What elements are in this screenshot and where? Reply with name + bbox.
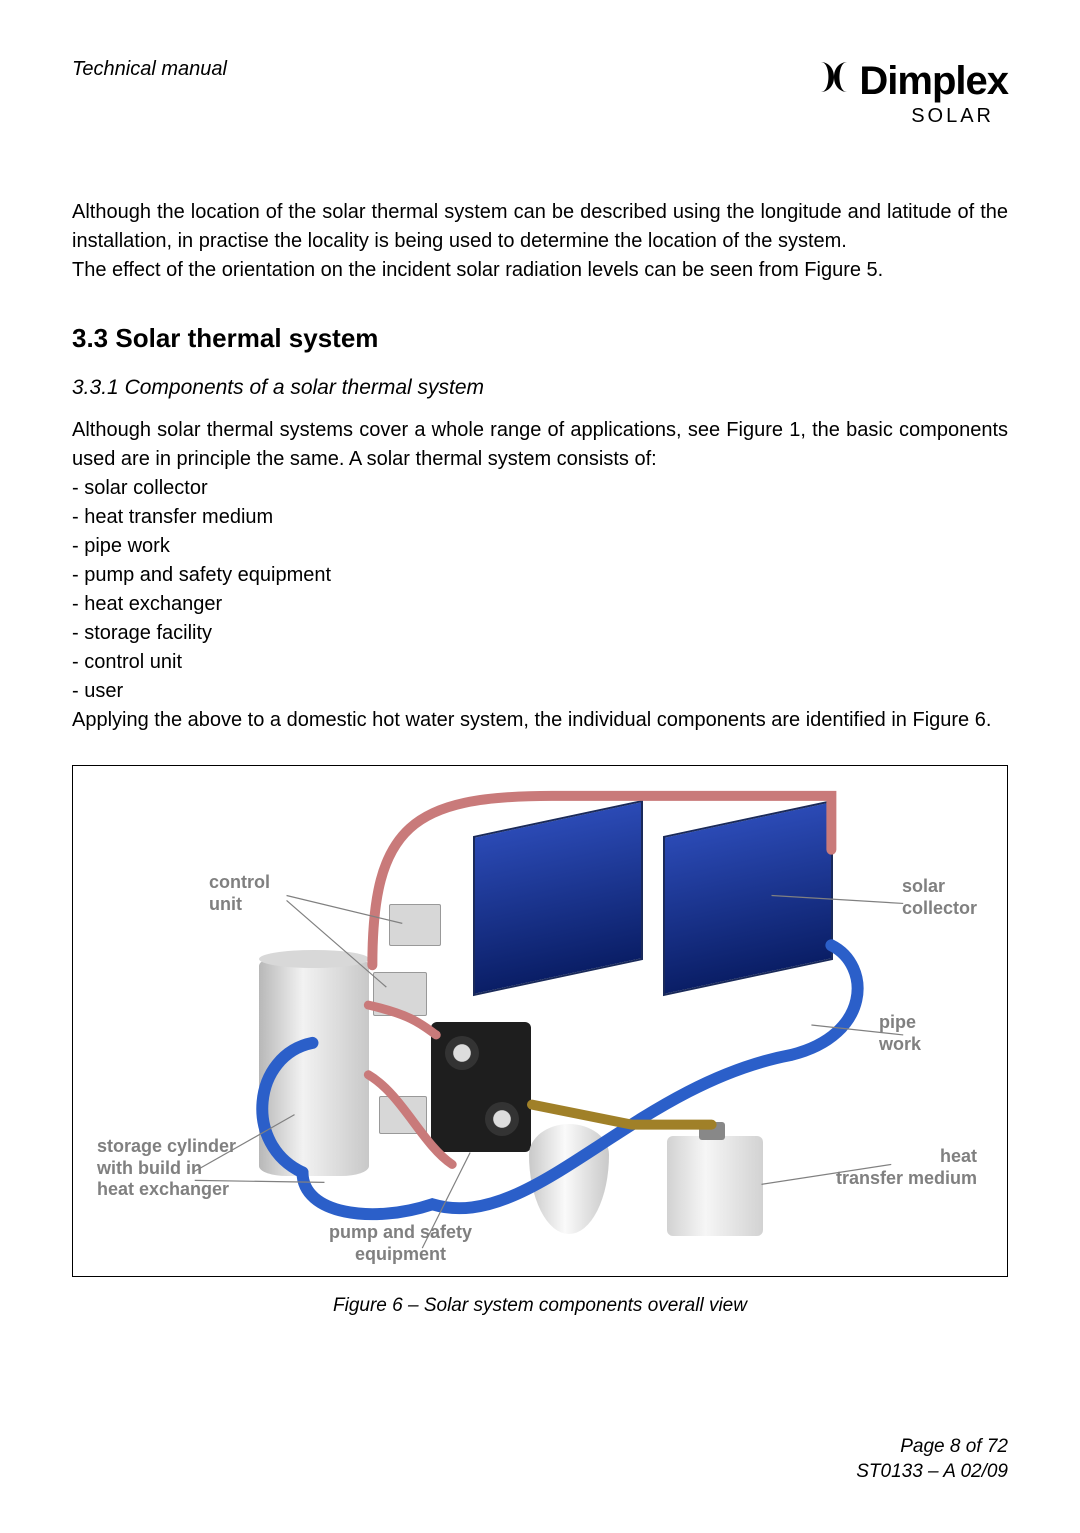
figure-label-heat-transfer: heat transfer medium: [836, 1146, 977, 1189]
component-list: solar collectorheat transfer mediumpipe …: [72, 474, 1008, 706]
brand-logo: Dimplex SOLAR: [815, 58, 1008, 128]
component-list-item: heat transfer medium: [72, 503, 1008, 532]
component-list-item: heat exchanger: [72, 590, 1008, 619]
header-title: Technical manual: [72, 58, 227, 81]
intro-paragraph-2: The effect of the orientation on the inc…: [72, 256, 1008, 285]
figure-caption: Figure 6 – Solar system components overa…: [72, 1295, 1008, 1317]
component-list-item: pump and safety equipment: [72, 561, 1008, 590]
subsection-heading: 3.3.1 Components of a solar thermal syst…: [72, 376, 1008, 400]
brand-glyph-icon: [815, 58, 853, 103]
figure-label-control-unit: control unit: [209, 872, 270, 915]
section-heading: 3.3 Solar thermal system: [72, 323, 1008, 354]
component-list-item: storage facility: [72, 619, 1008, 648]
brand-name: Dimplex: [859, 61, 1008, 101]
figure-6-diagram: control unit solar collector pipe work h…: [72, 765, 1008, 1277]
figure-label-storage: storage cylinder with build in heat exch…: [97, 1136, 236, 1201]
footer-page: Page 8 of 72: [856, 1434, 1008, 1460]
component-list-item: control unit: [72, 648, 1008, 677]
components-intro: Although solar thermal systems cover a w…: [72, 416, 1008, 474]
figure-label-pipe-work: pipe work: [879, 1012, 921, 1055]
brand-subtitle: SOLAR: [815, 105, 994, 128]
components-outro: Applying the above to a domestic hot wat…: [72, 706, 1008, 735]
page-footer: Page 8 of 72 ST0133 – A 02/09: [856, 1434, 1008, 1485]
intro-paragraph-1: Although the location of the solar therm…: [72, 198, 1008, 256]
footer-doc-id: ST0133 – A 02/09: [856, 1459, 1008, 1485]
component-list-item: user: [72, 677, 1008, 706]
component-list-item: pipe work: [72, 532, 1008, 561]
figure-label-solar-collector: solar collector: [902, 876, 977, 919]
figure-label-pump-safety: pump and safety equipment: [329, 1222, 472, 1265]
component-list-item: solar collector: [72, 474, 1008, 503]
